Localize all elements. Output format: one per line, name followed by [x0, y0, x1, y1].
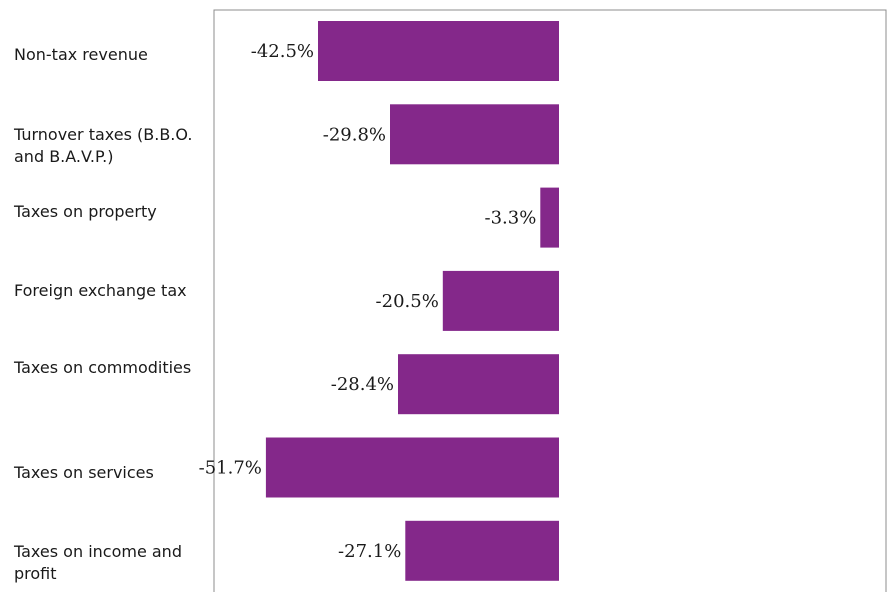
data-label: -29.8% — [323, 124, 386, 145]
category-label: Turnover taxes (B.B.O. and B.A.V.P.) — [14, 125, 193, 166]
data-label: -28.4% — [331, 374, 394, 395]
bar — [442, 270, 559, 331]
data-label: -42.5% — [251, 41, 314, 62]
bar — [390, 104, 559, 165]
bar — [540, 187, 559, 248]
category-label: Taxes on commodities — [14, 358, 192, 377]
category-label: Taxes on services — [14, 463, 154, 482]
plot-frame — [213, 9, 887, 592]
data-label: -3.3% — [484, 208, 536, 229]
category-label: Taxes on property — [14, 202, 157, 221]
bar — [265, 437, 559, 498]
data-label: -27.1% — [338, 541, 401, 562]
bar — [318, 21, 559, 81]
bar — [405, 520, 559, 581]
category-label: Taxes on income and profit — [14, 542, 182, 583]
category-label: Non-tax revenue — [14, 45, 148, 64]
bar — [398, 354, 559, 415]
data-label: -51.7% — [199, 458, 262, 479]
data-label: -20.5% — [376, 291, 439, 312]
category-label: Foreign exchange tax — [14, 281, 187, 300]
